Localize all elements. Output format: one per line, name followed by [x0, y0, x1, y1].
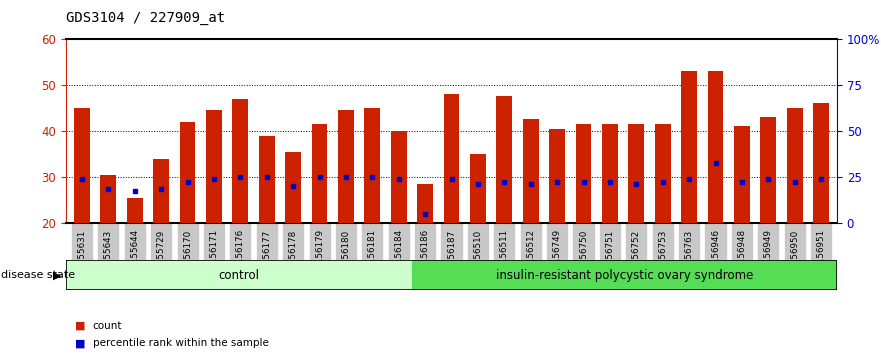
- Bar: [412, 260, 837, 290]
- Text: disease state: disease state: [1, 270, 75, 280]
- Bar: [470, 154, 485, 223]
- Bar: [418, 184, 433, 223]
- Bar: [153, 159, 169, 223]
- Bar: [522, 120, 538, 223]
- Bar: [365, 108, 381, 223]
- Bar: [66, 260, 412, 290]
- Text: GDS3104 / 227909_at: GDS3104 / 227909_at: [66, 11, 226, 25]
- Bar: [602, 124, 618, 223]
- Bar: [206, 110, 222, 223]
- Bar: [127, 198, 143, 223]
- Bar: [734, 126, 750, 223]
- Bar: [391, 131, 407, 223]
- Bar: [444, 94, 459, 223]
- Bar: [628, 124, 644, 223]
- Text: count: count: [93, 321, 122, 331]
- Text: ▶: ▶: [53, 270, 62, 280]
- Bar: [259, 136, 275, 223]
- Bar: [655, 124, 670, 223]
- Text: ■: ■: [75, 338, 85, 348]
- Bar: [74, 108, 90, 223]
- Text: control: control: [218, 269, 260, 282]
- Text: insulin-resistant polycystic ovary syndrome: insulin-resistant polycystic ovary syndr…: [496, 269, 753, 282]
- Bar: [707, 71, 723, 223]
- Bar: [233, 99, 248, 223]
- Bar: [100, 175, 116, 223]
- Bar: [180, 122, 196, 223]
- Bar: [549, 129, 565, 223]
- Bar: [575, 124, 591, 223]
- Text: ■: ■: [75, 321, 85, 331]
- Bar: [285, 152, 301, 223]
- Bar: [312, 124, 328, 223]
- Bar: [813, 103, 829, 223]
- Bar: [338, 110, 354, 223]
- Bar: [496, 97, 512, 223]
- Bar: [787, 108, 803, 223]
- Bar: [681, 71, 697, 223]
- Bar: [760, 117, 776, 223]
- Text: percentile rank within the sample: percentile rank within the sample: [93, 338, 269, 348]
